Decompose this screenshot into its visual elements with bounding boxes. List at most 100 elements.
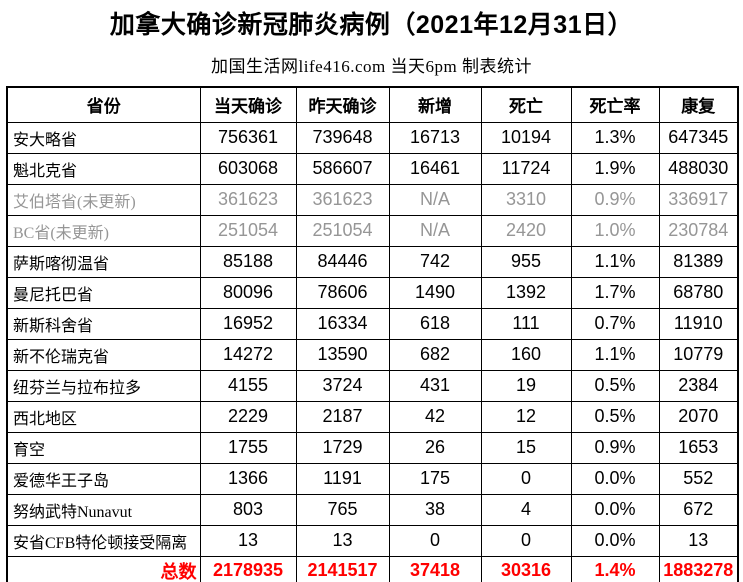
death-rate-cell: 0.5% (570, 369, 660, 402)
table-row-alberta: 艾伯塔省(未更新) 361623 361623 N/A 3310 0.9% 33… (6, 183, 739, 216)
yesterday-cell: 78606 (295, 276, 390, 309)
deaths-cell: 10194 (480, 121, 572, 154)
today-cell: 361623 (199, 183, 297, 216)
deaths-cell: 4 (480, 493, 572, 526)
recovered-cell: 11910 (658, 307, 739, 340)
col-header-yesterday: 昨天确诊 (295, 86, 390, 123)
deaths-cell: 19 (480, 369, 572, 402)
today-cell: 803 (199, 493, 297, 526)
today-cell: 756361 (199, 121, 297, 154)
total-added-cell: 37418 (388, 555, 482, 582)
deaths-cell: 1392 (480, 276, 572, 309)
recovered-cell: 68780 (658, 276, 739, 309)
table-row-northwest-territories: 西北地区 2229 2187 42 12 0.5% 2070 (6, 400, 739, 433)
death-rate-cell: 0.0% (570, 493, 660, 526)
today-cell: 2229 (199, 400, 297, 433)
death-rate-cell: 1.1% (570, 245, 660, 278)
deaths-cell: 0 (480, 524, 572, 557)
death-rate-cell: 0.0% (570, 524, 660, 557)
table-row-pei: 爱德华王子岛 1366 1191 175 0 0.0% 552 (6, 462, 739, 495)
recovered-cell: 230784 (658, 214, 739, 247)
yesterday-cell: 586607 (295, 152, 390, 185)
added-cell: 16713 (388, 121, 482, 154)
total-death-rate-cell: 1.4% (570, 555, 660, 582)
province-cell: 安省CFB特伦顿接受隔离 (6, 524, 201, 557)
covid-stats-table: 省份 当天确诊 昨天确诊 新增 死亡 死亡率 康复 安大略省 756361 73… (6, 86, 739, 582)
table-row-manitoba: 曼尼托巴省 80096 78606 1490 1392 1.7% 68780 (6, 276, 739, 309)
death-rate-cell: 0.5% (570, 400, 660, 433)
col-header-recovered: 康复 (658, 86, 739, 123)
recovered-cell: 2070 (658, 400, 739, 433)
total-label-cell: 总数 (6, 555, 201, 582)
recovered-cell: 10779 (658, 338, 739, 371)
table-row-quebec: 魁北克省 603068 586607 16461 11724 1.9% 4880… (6, 152, 739, 185)
added-cell: 431 (388, 369, 482, 402)
yesterday-cell: 3724 (295, 369, 390, 402)
yesterday-cell: 13590 (295, 338, 390, 371)
recovered-cell: 1653 (658, 431, 739, 464)
death-rate-cell: 1.9% (570, 152, 660, 185)
added-cell: N/A (388, 183, 482, 216)
province-cell: 努纳武特Nunavut (6, 493, 201, 526)
today-cell: 80096 (199, 276, 297, 309)
recovered-cell: 488030 (658, 152, 739, 185)
death-rate-cell: 0.9% (570, 431, 660, 464)
today-cell: 16952 (199, 307, 297, 340)
added-cell: N/A (388, 214, 482, 247)
recovered-cell: 2384 (658, 369, 739, 402)
added-cell: 38 (388, 493, 482, 526)
deaths-cell: 3310 (480, 183, 572, 216)
total-recovered-cell: 1883278 (658, 555, 739, 582)
death-rate-cell: 1.1% (570, 338, 660, 371)
col-header-province: 省份 (6, 86, 201, 123)
yesterday-cell: 361623 (295, 183, 390, 216)
deaths-cell: 15 (480, 431, 572, 464)
today-cell: 13 (199, 524, 297, 557)
today-cell: 4155 (199, 369, 297, 402)
added-cell: 618 (388, 307, 482, 340)
yesterday-cell: 1191 (295, 462, 390, 495)
table-row-newfoundland: 纽芬兰与拉布拉多 4155 3724 431 19 0.5% 2384 (6, 369, 739, 402)
today-cell: 251054 (199, 214, 297, 247)
table-row-bc: BC省(未更新) 251054 251054 N/A 2420 1.0% 230… (6, 214, 739, 247)
yesterday-cell: 16334 (295, 307, 390, 340)
today-cell: 603068 (199, 152, 297, 185)
province-cell: 萨斯喀彻温省 (6, 245, 201, 278)
table-row-ontario: 安大略省 756361 739648 16713 10194 1.3% 6473… (6, 121, 739, 154)
added-cell: 682 (388, 338, 482, 371)
added-cell: 16461 (388, 152, 482, 185)
province-cell: 艾伯塔省(未更新) (6, 183, 201, 216)
deaths-cell: 12 (480, 400, 572, 433)
yesterday-cell: 84446 (295, 245, 390, 278)
province-cell: 爱德华王子岛 (6, 462, 201, 495)
yesterday-cell: 739648 (295, 121, 390, 154)
province-cell: 魁北克省 (6, 152, 201, 185)
recovered-cell: 647345 (658, 121, 739, 154)
added-cell: 42 (388, 400, 482, 433)
recovered-cell: 552 (658, 462, 739, 495)
deaths-cell: 111 (480, 307, 572, 340)
province-cell: 曼尼托巴省 (6, 276, 201, 309)
province-cell: 西北地区 (6, 400, 201, 433)
province-cell: 纽芬兰与拉布拉多 (6, 369, 201, 402)
province-cell: 育空 (6, 431, 201, 464)
added-cell: 0 (388, 524, 482, 557)
table-row-saskatchewan: 萨斯喀彻温省 85188 84446 742 955 1.1% 81389 (6, 245, 739, 278)
death-rate-cell: 0.9% (570, 183, 660, 216)
page-title: 加拿大确诊新冠肺炎病例（2021年12月31日） (109, 11, 634, 39)
yesterday-cell: 1729 (295, 431, 390, 464)
death-rate-cell: 1.3% (570, 121, 660, 154)
total-yesterday-cell: 2141517 (295, 555, 390, 582)
table-row-yukon: 育空 1755 1729 26 15 0.9% 1653 (6, 431, 739, 464)
deaths-cell: 160 (480, 338, 572, 371)
col-header-added: 新增 (388, 86, 482, 123)
added-cell: 175 (388, 462, 482, 495)
recovered-cell: 81389 (658, 245, 739, 278)
table-row-nova-scotia: 新斯科舍省 16952 16334 618 111 0.7% 11910 (6, 307, 739, 340)
yesterday-cell: 2187 (295, 400, 390, 433)
death-rate-cell: 1.7% (570, 276, 660, 309)
table-row-cfb-trenton: 安省CFB特伦顿接受隔离 13 13 0 0 0.0% 13 (6, 524, 739, 557)
added-cell: 26 (388, 431, 482, 464)
col-header-deaths: 死亡 (480, 86, 572, 123)
province-cell: BC省(未更新) (6, 214, 201, 247)
